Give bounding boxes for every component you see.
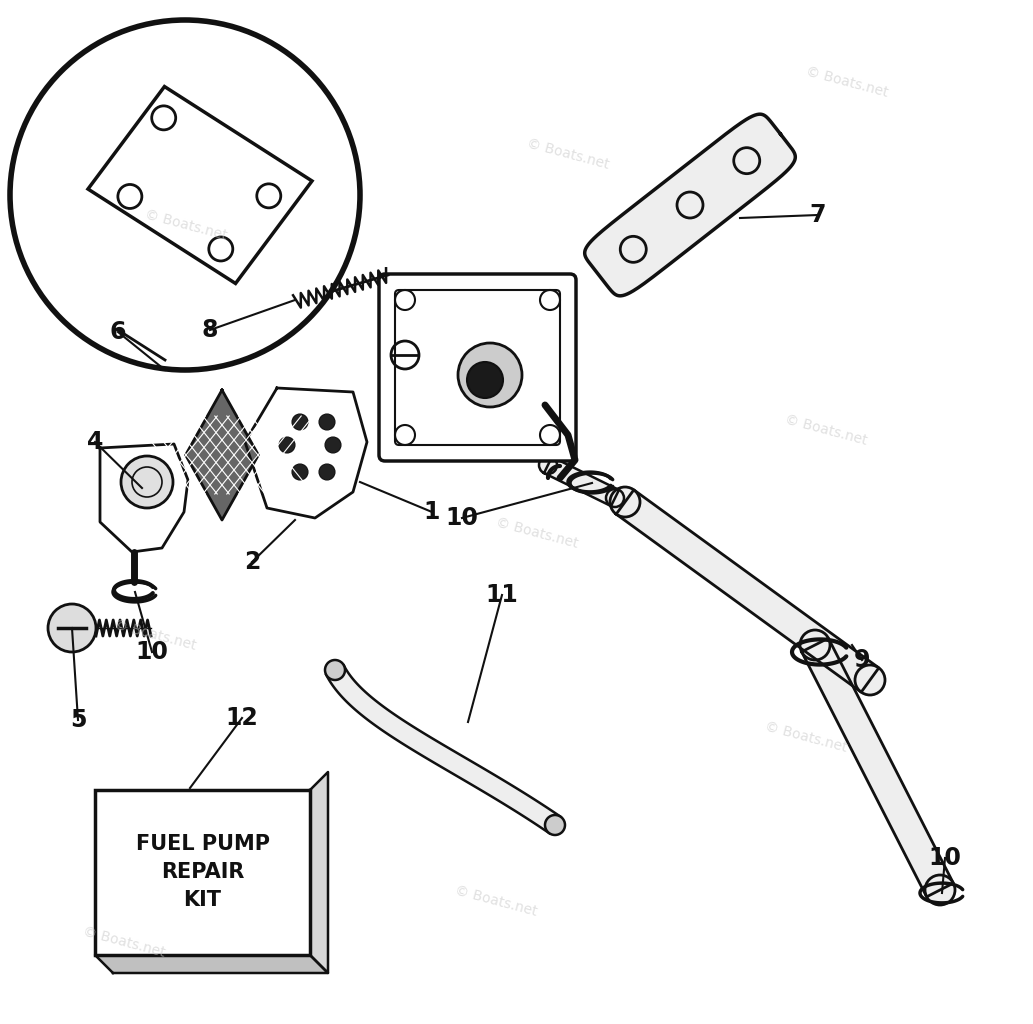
Text: © Boats.net: © Boats.net xyxy=(453,884,538,919)
Text: © Boats.net: © Boats.net xyxy=(495,515,580,550)
Text: 8: 8 xyxy=(201,318,218,342)
Text: FUEL PUMP
REPAIR
KIT: FUEL PUMP REPAIR KIT xyxy=(135,835,270,910)
Circle shape xyxy=(325,660,345,680)
Circle shape xyxy=(292,414,308,430)
Text: © Boats.net: © Boats.net xyxy=(805,65,889,99)
Text: 7: 7 xyxy=(810,203,826,227)
Circle shape xyxy=(121,456,173,508)
Text: © Boats.net: © Boats.net xyxy=(82,925,166,959)
Polygon shape xyxy=(245,388,367,518)
Polygon shape xyxy=(544,457,619,506)
Text: © Boats.net: © Boats.net xyxy=(784,413,869,447)
Circle shape xyxy=(325,437,341,453)
Text: 2: 2 xyxy=(244,550,260,574)
Circle shape xyxy=(611,487,640,517)
Polygon shape xyxy=(326,666,561,834)
Circle shape xyxy=(458,343,522,407)
Circle shape xyxy=(319,464,335,480)
Text: 10: 10 xyxy=(445,506,478,530)
Circle shape xyxy=(279,437,295,453)
Bar xyxy=(95,790,310,955)
Text: 10: 10 xyxy=(929,846,962,870)
Circle shape xyxy=(800,630,829,660)
Circle shape xyxy=(48,604,96,652)
Polygon shape xyxy=(186,390,258,520)
Text: 5: 5 xyxy=(70,708,86,732)
Polygon shape xyxy=(585,114,795,296)
Circle shape xyxy=(855,665,885,695)
Text: © Boats.net: © Boats.net xyxy=(144,208,228,243)
Text: 1: 1 xyxy=(424,500,440,524)
Text: © Boats.net: © Boats.net xyxy=(526,136,611,171)
Text: 9: 9 xyxy=(853,648,870,672)
Text: 12: 12 xyxy=(225,706,258,730)
Polygon shape xyxy=(95,955,328,973)
Text: © Boats.net: © Boats.net xyxy=(763,720,848,755)
Text: © Boats.net: © Boats.net xyxy=(113,617,197,652)
Circle shape xyxy=(545,815,565,835)
Polygon shape xyxy=(310,772,328,973)
Text: 11: 11 xyxy=(486,583,519,607)
FancyBboxPatch shape xyxy=(379,274,576,461)
Polygon shape xyxy=(88,87,312,284)
Circle shape xyxy=(10,20,359,370)
Circle shape xyxy=(606,489,624,507)
Circle shape xyxy=(319,414,335,430)
Polygon shape xyxy=(616,489,879,692)
Circle shape xyxy=(292,464,308,480)
Polygon shape xyxy=(802,638,953,897)
Circle shape xyxy=(539,456,557,474)
Circle shape xyxy=(925,874,954,905)
Text: 10: 10 xyxy=(135,640,168,664)
Circle shape xyxy=(467,362,503,398)
Text: 4: 4 xyxy=(87,430,103,454)
Text: 6: 6 xyxy=(109,319,126,344)
Polygon shape xyxy=(100,444,188,552)
